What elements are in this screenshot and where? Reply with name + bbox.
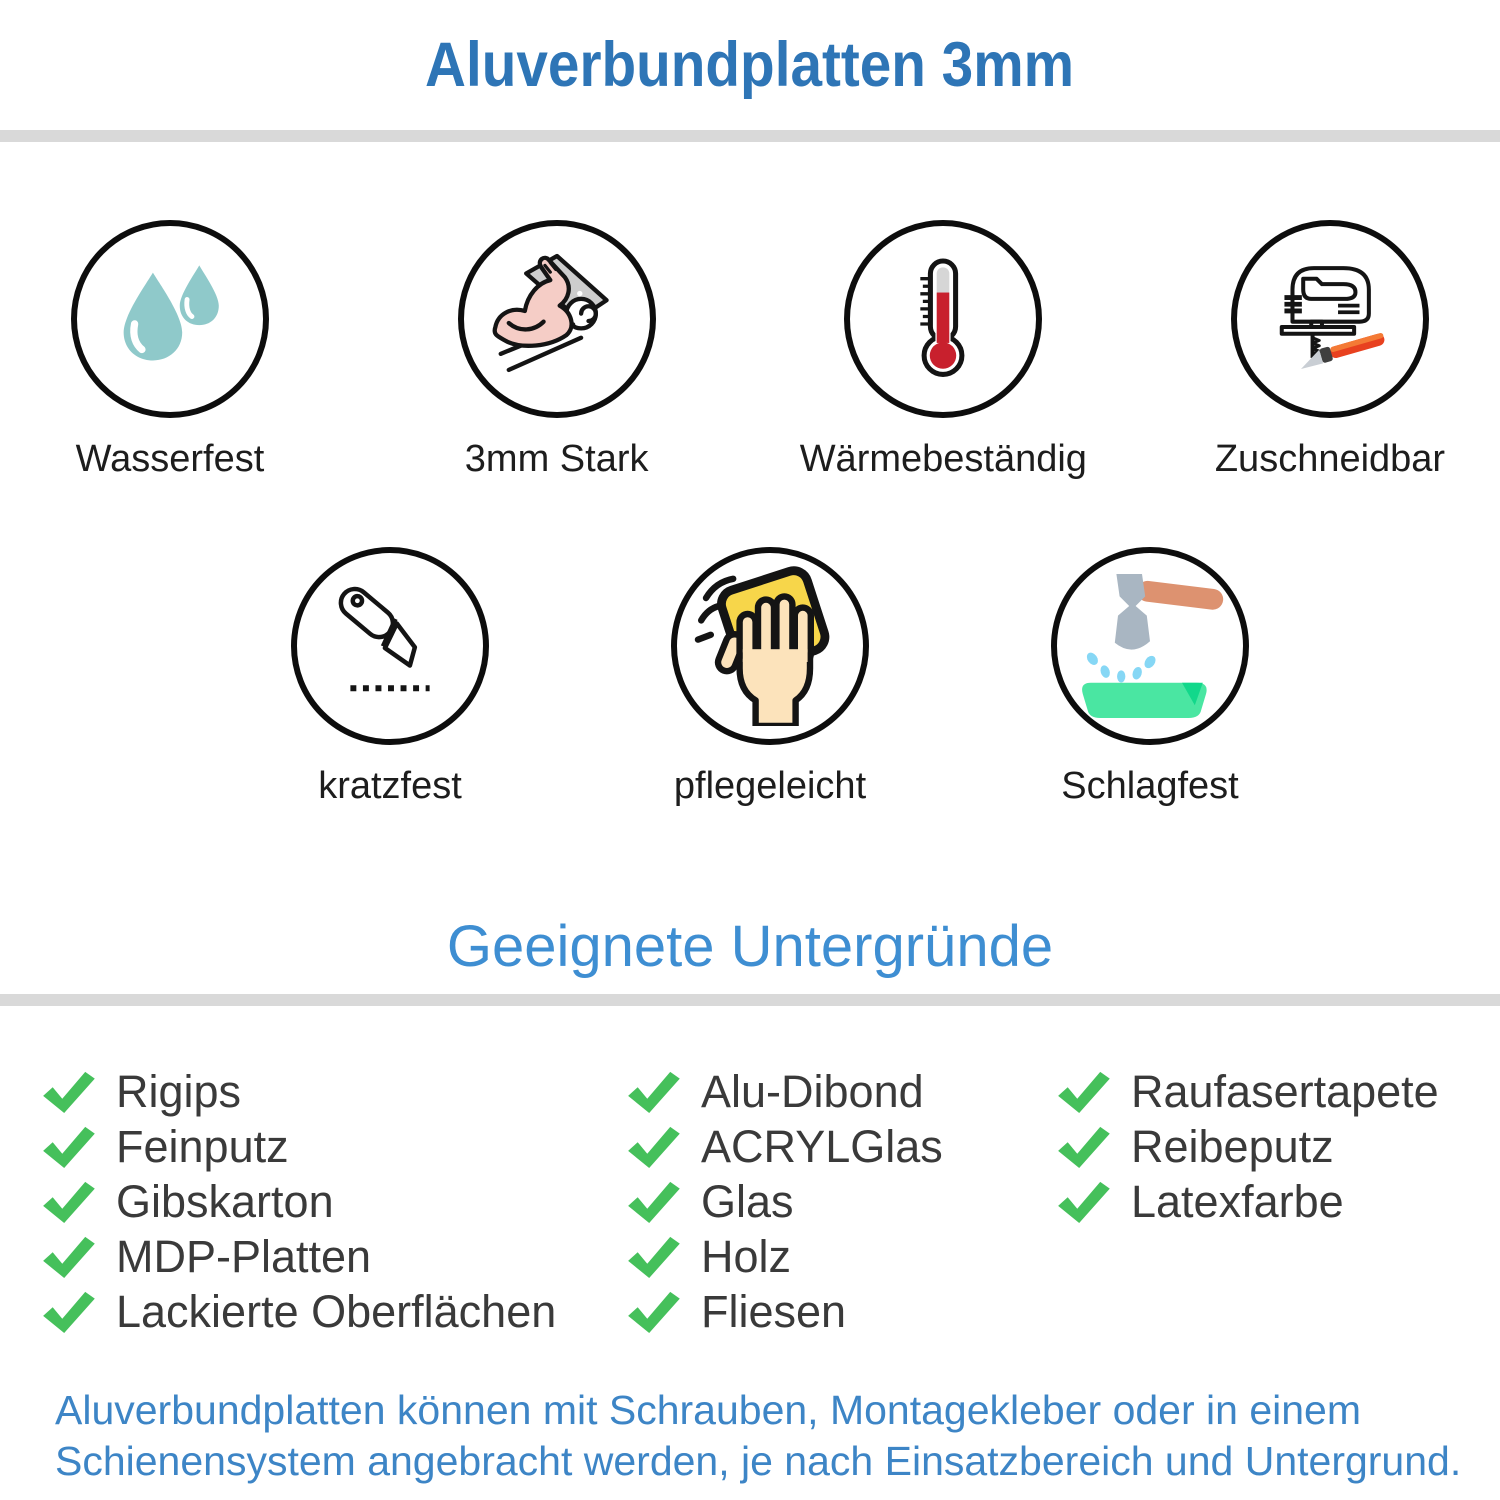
surfaces-column-2: Alu-Dibond ACRYLGlas Glas Holz Fliesen — [625, 1064, 1055, 1339]
surface-label: Lackierte Oberflächen — [116, 1285, 557, 1337]
list-item: Fliesen — [625, 1284, 1055, 1339]
check-icon — [628, 1126, 680, 1168]
check-icon — [1058, 1071, 1110, 1113]
surfaces-checklist: Rigips Feinputz Gibskarton MDP-Platten L… — [0, 1006, 1500, 1339]
check-icon — [43, 1126, 95, 1168]
list-item: Latexfarbe — [1055, 1174, 1500, 1229]
surface-label: ACRYLGlas — [701, 1120, 943, 1172]
mounting-note-line1: Aluverbundplatten können mit Schrauben, … — [55, 1387, 1361, 1433]
list-item: ACRYLGlas — [625, 1119, 1055, 1174]
surfaces-column-3: Raufasertapete Reibeputz Latexfarbe — [1055, 1064, 1500, 1339]
surface-label: Alu-Dibond — [701, 1065, 924, 1117]
feature-label: Wärmebeständig — [799, 438, 1087, 480]
feature-zuschneidbar: Zuschneidbar — [1180, 220, 1480, 481]
thermometer-icon — [844, 220, 1043, 418]
feature-label: Zuschneidbar — [1214, 438, 1446, 480]
surface-label: Reibeputz — [1131, 1120, 1334, 1172]
section-title: Geeignete Untergründe — [446, 913, 1054, 979]
surface-label: MDP-Platten — [116, 1230, 372, 1282]
jigsaw-icon — [1230, 220, 1429, 418]
surface-label: Rigips — [116, 1065, 242, 1117]
list-item: Alu-Dibond — [625, 1064, 1055, 1119]
list-item: MDP-Platten — [40, 1229, 625, 1284]
check-icon — [628, 1181, 680, 1223]
surface-label: Fliesen — [701, 1285, 847, 1337]
hammer-icon — [1051, 547, 1249, 745]
check-icon — [43, 1071, 95, 1113]
list-item: Raufasertapete — [1055, 1064, 1500, 1119]
divider-bar — [0, 130, 1500, 142]
check-icon — [43, 1291, 95, 1333]
feature-waermebestaendig: Wärmebeständig — [793, 220, 1093, 481]
check-icon — [628, 1291, 680, 1333]
feature-schlagfest: Schlagfest — [1000, 547, 1300, 808]
water-drops-icon — [71, 220, 269, 418]
feature-row-1: Wasserfest — [0, 220, 1500, 481]
surface-label: Gibskarton — [116, 1175, 334, 1227]
check-icon — [43, 1181, 95, 1223]
feature-label: 3mm Stark — [464, 438, 649, 480]
page-title: Aluverbundplatten 3mm — [425, 30, 1075, 100]
utility-knife-icon — [291, 547, 489, 745]
surfaces-column-1: Rigips Feinputz Gibskarton MDP-Platten L… — [40, 1064, 625, 1339]
feature-row-2: kratzfest — [240, 547, 1300, 808]
mounting-note: Aluverbundplatten können mit Schrauben, … — [55, 1385, 1500, 1487]
feature-label: Schlagfest — [1061, 765, 1239, 807]
check-icon — [43, 1236, 95, 1278]
feature-kratzfest: kratzfest — [240, 547, 540, 808]
surface-label: Latexfarbe — [1131, 1175, 1344, 1227]
list-item: Feinputz — [40, 1119, 625, 1174]
list-item: Reibeputz — [1055, 1119, 1500, 1174]
check-icon — [628, 1071, 680, 1113]
feature-pflegeleicht: pflegeleicht — [620, 547, 920, 808]
header: Aluverbundplatten 3mm — [0, 0, 1500, 130]
muscle-arm-icon — [457, 220, 656, 418]
feature-3mm-stark: 3mm Stark — [407, 220, 707, 481]
section-header: Geeignete Untergründe — [0, 898, 1500, 994]
surface-label: Raufasertapete — [1131, 1065, 1439, 1117]
surface-label: Glas — [701, 1175, 794, 1227]
list-item: Lackierte Oberflächen — [40, 1284, 625, 1339]
check-icon — [628, 1236, 680, 1278]
mounting-note-line2: Schienensystem angebracht werden, je nac… — [55, 1438, 1462, 1484]
surface-label: Feinputz — [116, 1120, 289, 1172]
divider-bar — [0, 994, 1500, 1006]
list-item: Holz — [625, 1229, 1055, 1284]
list-item: Glas — [625, 1174, 1055, 1229]
feature-label: kratzfest — [318, 765, 462, 807]
check-icon — [1058, 1126, 1110, 1168]
check-icon — [1058, 1181, 1110, 1223]
surface-label: Holz — [701, 1230, 792, 1282]
list-item: Rigips — [40, 1064, 625, 1119]
wiping-hand-icon — [671, 547, 869, 745]
feature-label: Wasserfest — [75, 438, 265, 480]
list-item: Gibskarton — [40, 1174, 625, 1229]
feature-wasserfest: Wasserfest — [20, 220, 320, 481]
feature-label: pflegeleicht — [673, 765, 867, 807]
